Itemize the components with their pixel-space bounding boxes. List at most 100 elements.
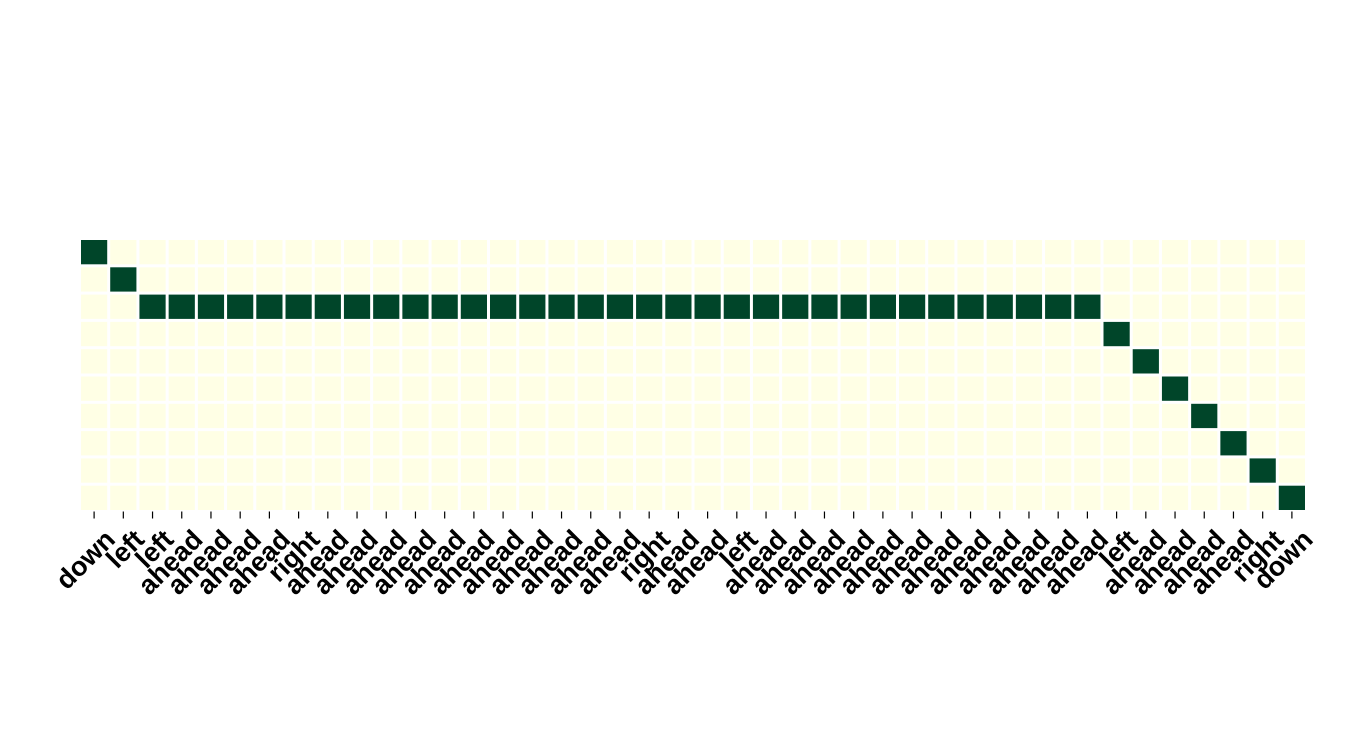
heatmap-cell — [139, 349, 166, 374]
heatmap-cell — [490, 349, 517, 374]
heatmap-cell — [782, 240, 809, 265]
heatmap-cell — [957, 431, 984, 456]
heatmap-cell — [1103, 294, 1130, 319]
heatmap-cell — [431, 458, 458, 483]
heatmap-cell — [343, 458, 371, 483]
heatmap-cell — [899, 349, 926, 374]
heatmap-cell — [1074, 485, 1101, 510]
heatmap-cell — [1132, 349, 1159, 374]
heatmap-cell — [227, 267, 254, 292]
heatmap-cell — [314, 321, 341, 347]
heatmap-cell — [723, 376, 750, 401]
heatmap-cell — [343, 485, 371, 510]
heatmap-cell — [986, 485, 1013, 510]
heatmap-cell — [840, 267, 867, 292]
heatmap-cell — [840, 403, 867, 429]
heatmap-cell — [723, 240, 750, 265]
heatmap-cell — [1249, 458, 1276, 483]
heatmap-cell — [957, 458, 984, 483]
heatmap-cell — [577, 294, 604, 319]
heatmap-cell — [197, 376, 225, 401]
heatmap-cell — [460, 321, 487, 347]
heatmap-cell — [636, 240, 663, 265]
heatmap-cell — [402, 349, 429, 374]
heatmap-cell — [373, 240, 400, 265]
heatmap-cell — [1161, 485, 1189, 510]
heatmap-cell — [373, 349, 400, 374]
heatmap-cell — [1045, 403, 1072, 429]
heatmap-cell — [343, 240, 371, 265]
heatmap-cell — [548, 376, 575, 401]
heatmap-cell — [1015, 349, 1043, 374]
heatmap-cell — [665, 458, 692, 483]
heatmap-cell — [168, 403, 195, 429]
heatmap-cell — [1015, 321, 1043, 347]
heatmap-cell — [636, 349, 663, 374]
heatmap-cell — [1220, 431, 1247, 456]
heatmap-cell — [577, 458, 604, 483]
heatmap-cell — [1015, 294, 1043, 319]
heatmap-cell — [782, 376, 809, 401]
heatmap-cell — [811, 321, 838, 347]
heatmap-cell — [869, 376, 896, 401]
heatmap-cell — [636, 485, 663, 510]
heatmap-cell — [110, 403, 137, 429]
heatmap-cell — [1074, 240, 1101, 265]
heatmap-cell — [314, 294, 341, 319]
heatmap-cell — [1249, 294, 1276, 319]
heatmap-cell — [694, 349, 721, 374]
heatmap-cell — [1220, 267, 1247, 292]
heatmap-cell — [227, 376, 254, 401]
heatmap-cell — [1278, 458, 1305, 483]
heatmap-cell — [577, 240, 604, 265]
heatmap-cell — [490, 403, 517, 429]
heatmap-cell — [314, 267, 341, 292]
heatmap-cell — [490, 294, 517, 319]
heatmap-cell — [227, 431, 254, 456]
heatmap-cell — [606, 321, 634, 347]
heatmap-cell — [1103, 376, 1130, 401]
heatmap-cell — [636, 376, 663, 401]
heatmap-cell — [665, 267, 692, 292]
heatmap-cell — [636, 321, 663, 347]
heatmap-cell — [314, 376, 341, 401]
heatmap-cell — [636, 431, 663, 456]
heatmap-cell — [1132, 485, 1159, 510]
heatmap-cell — [840, 240, 867, 265]
heatmap-cell — [1103, 267, 1130, 292]
heatmap-cell — [782, 403, 809, 429]
heatmap-cell — [606, 431, 634, 456]
heatmap-cell — [957, 349, 984, 374]
heatmap-cell — [490, 431, 517, 456]
heatmap-cell — [869, 431, 896, 456]
heatmap-cell — [577, 431, 604, 456]
heatmap-cell — [1161, 349, 1189, 374]
heatmap-cell — [1161, 321, 1189, 347]
heatmap-cell — [431, 349, 458, 374]
heatmap-cell — [197, 294, 225, 319]
heatmap-cell — [1220, 349, 1247, 374]
heatmap-cell — [577, 349, 604, 374]
heatmap-cell — [168, 267, 195, 292]
heatmap-cell — [168, 376, 195, 401]
heatmap-cell — [548, 267, 575, 292]
heatmap-cell — [519, 376, 546, 401]
heatmap-cell — [752, 485, 780, 510]
heatmap-cell — [782, 294, 809, 319]
heatmap-cell — [1220, 240, 1247, 265]
heatmap-cell — [285, 403, 312, 429]
heatmap-cell — [1249, 267, 1276, 292]
heatmap-cell — [869, 458, 896, 483]
heatmap-cell — [1045, 294, 1072, 319]
heatmap-cell — [577, 376, 604, 401]
heatmap-cell — [431, 240, 458, 265]
heatmap-cell — [606, 349, 634, 374]
heatmap-cell — [665, 349, 692, 374]
heatmap-cell — [548, 294, 575, 319]
heatmap-cell — [957, 294, 984, 319]
heatmap-cell — [752, 349, 780, 374]
heatmap-cell — [168, 485, 195, 510]
heatmap-cell — [986, 458, 1013, 483]
heatmap-cell — [1249, 349, 1276, 374]
heatmap-cell — [899, 403, 926, 429]
